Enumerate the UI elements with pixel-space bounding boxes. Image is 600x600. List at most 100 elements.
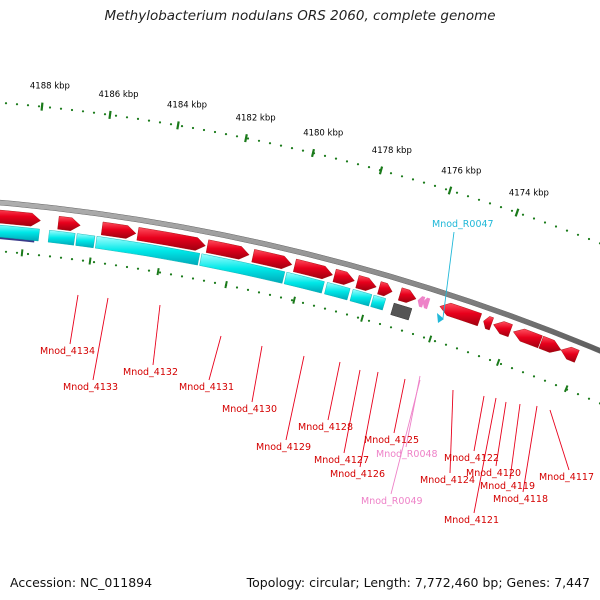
- cyan-feature: [199, 253, 286, 284]
- gene-label: Mnod_4119: [480, 481, 535, 492]
- inner-ruler-dot: [191, 277, 195, 280]
- ruler-dot: [301, 149, 305, 152]
- cyan-feature: [349, 289, 373, 307]
- topology-text: Topology: circular; Length: 7,772,460 bp…: [246, 575, 590, 590]
- leader-line: [343, 369, 361, 454]
- ruler-dot: [356, 163, 360, 166]
- ruler-dot: [191, 126, 195, 130]
- ruler-dot: [488, 202, 492, 205]
- inner-ruler-dot: [477, 355, 481, 358]
- gene-label: Mnod_R0049: [361, 496, 423, 507]
- inner-ruler-dot: [334, 310, 338, 313]
- gene-label: Mnod_4126: [330, 469, 385, 480]
- leader-line: [449, 389, 454, 474]
- ruler-dot: [15, 103, 19, 106]
- ruler-dot: [81, 110, 85, 113]
- gene-label: Mnod_4124: [420, 475, 475, 486]
- inner-ruler-dot: [26, 252, 30, 256]
- gene-label: Mnod_4133: [63, 382, 118, 393]
- ruler-dot: [565, 229, 569, 232]
- leader-line: [509, 403, 521, 480]
- inner-ruler-dot: [114, 264, 118, 267]
- gene-label: Mnod_4122: [444, 453, 499, 464]
- ruler-label: 4176 kbp: [441, 166, 481, 176]
- gene-label: Mnod_R0048: [376, 449, 438, 460]
- inner-ruler-tick: [428, 335, 433, 343]
- ruler-label: 4188 kbp: [30, 82, 70, 92]
- inner-ruler-dot: [81, 259, 85, 262]
- inner-ruler-dot: [367, 319, 371, 322]
- ruler-dot: [48, 106, 52, 109]
- gene-label: Mnod_4132: [123, 367, 178, 378]
- inner-ruler-dot: [433, 340, 437, 343]
- inner-ruler-dot: [268, 293, 272, 296]
- ruler-major-tick: [311, 148, 315, 158]
- ruler-dot: [367, 166, 371, 169]
- inner-ruler-tick: [563, 385, 569, 393]
- ruler-dot: [224, 133, 228, 136]
- cds-arrow: [136, 227, 206, 251]
- ruler-dot: [103, 113, 107, 116]
- inner-ruler-dot: [576, 393, 580, 396]
- inner-ruler-dot: [411, 332, 415, 336]
- inner-ruler-dot: [235, 286, 239, 289]
- gene-label: Mnod_4129: [256, 442, 311, 453]
- inner-ruler-dot: [378, 322, 382, 326]
- gene-label: Mnod_4117: [539, 472, 594, 483]
- leader-line: [549, 409, 570, 471]
- ruler-major-tick: [40, 102, 44, 111]
- cds-arrow: [483, 316, 494, 331]
- cds-arrow: [538, 335, 562, 353]
- cds-arrow: [513, 328, 543, 349]
- cds-arrow: [57, 216, 81, 231]
- inner-ruler-tick: [88, 257, 92, 265]
- ruler-major-tick: [244, 133, 248, 143]
- inner-ruler-dot: [180, 275, 184, 278]
- inner-ruler-tick: [156, 267, 160, 276]
- ruler-dot: [510, 209, 514, 212]
- ruler-dot: [477, 198, 481, 201]
- inner-ruler-dot: [70, 258, 74, 261]
- ruler-dot: [158, 121, 162, 124]
- cds-arrow: [493, 321, 513, 338]
- cds-arrow: [0, 209, 41, 227]
- ruler-dot: [345, 160, 349, 163]
- inner-ruler-dot: [92, 261, 96, 264]
- ruler-dot: [26, 104, 30, 107]
- inner-ruler-dot: [147, 269, 151, 272]
- ruler-dot: [257, 139, 261, 142]
- leader-line: [359, 371, 379, 468]
- ruler-label: 4178 kbp: [372, 146, 412, 156]
- ruler-dot: [180, 125, 184, 128]
- leader-line: [92, 297, 109, 381]
- cds-arrow: [332, 268, 355, 285]
- inner-ruler-dot: [290, 299, 294, 302]
- ruler-dot: [59, 107, 63, 110]
- inner-ruler-dot: [59, 256, 63, 259]
- leader-line: [390, 379, 421, 495]
- inner-ruler-dot: [510, 367, 514, 370]
- inner-ruler-tick: [292, 296, 296, 304]
- ruler-dot: [411, 178, 415, 181]
- ruler-dot: [70, 108, 74, 112]
- cyan-feature: [47, 229, 76, 246]
- cyan-feature: [283, 271, 325, 294]
- inner-ruler-dot: [103, 262, 107, 265]
- leader-line: [327, 361, 341, 421]
- map-title: Methylobacterium nodulans ORS 2060, comp…: [104, 8, 496, 24]
- inner-ruler-dot: [422, 336, 426, 339]
- ruler-dot: [268, 142, 272, 145]
- ruler-dot: [323, 154, 327, 157]
- genome-backbone: [0, 199, 600, 354]
- inner-ruler-dot: [158, 271, 162, 274]
- inner-ruler-dot: [455, 347, 459, 350]
- cyan-feature: [324, 282, 351, 301]
- inner-ruler-dot: [213, 281, 217, 284]
- gray-feature: [390, 302, 413, 321]
- inner-ruler-dot: [257, 291, 261, 294]
- ruler-label: 4184 kbp: [167, 101, 207, 111]
- cyan-feature: [75, 233, 96, 249]
- ruler-label: 4186 kbp: [99, 90, 139, 100]
- inner-ruler-dot: [301, 301, 305, 304]
- cyan-feature: [0, 224, 40, 242]
